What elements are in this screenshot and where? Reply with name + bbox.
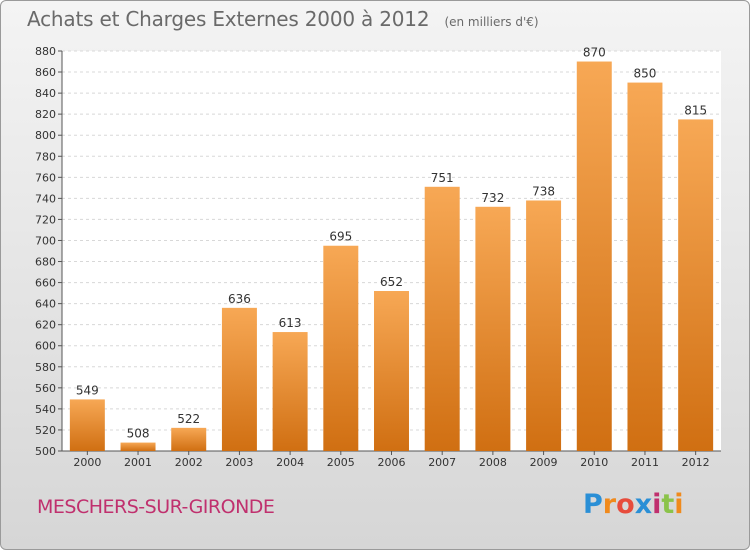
value-label: 636 xyxy=(228,292,251,306)
bar xyxy=(627,82,663,451)
y-tick-label: 660 xyxy=(35,277,56,290)
x-tick-label: 2002 xyxy=(175,456,203,469)
bar xyxy=(576,61,612,452)
y-tick-label: 800 xyxy=(35,129,56,142)
x-tick-label: 2005 xyxy=(327,456,355,469)
value-label: 549 xyxy=(76,383,99,397)
logo-letter: x xyxy=(634,489,653,520)
y-tick-label: 760 xyxy=(35,171,56,184)
bar xyxy=(424,186,460,451)
value-label: 732 xyxy=(481,191,504,205)
y-tick-label: 840 xyxy=(35,87,56,100)
value-label: 751 xyxy=(431,171,454,185)
logo-letter: i xyxy=(674,489,684,520)
x-tick-label: 2001 xyxy=(124,456,152,469)
y-tick-label: 560 xyxy=(35,382,56,395)
y-tick-label: 780 xyxy=(35,150,56,163)
x-tick-label: 2006 xyxy=(378,456,406,469)
x-tick-label: 2011 xyxy=(631,456,659,469)
y-tick-label: 540 xyxy=(35,403,56,416)
logo-letter: r xyxy=(602,489,617,520)
y-tick-label: 520 xyxy=(35,424,56,437)
x-tick-label: 2000 xyxy=(73,456,101,469)
title-row: Achats et Charges Externes 2000 à 2012 (… xyxy=(27,7,539,31)
value-label: 870 xyxy=(583,46,606,60)
y-tick-label: 640 xyxy=(35,298,56,311)
y-tick-label: 720 xyxy=(35,213,56,226)
x-tick-label: 2004 xyxy=(276,456,304,469)
y-tick-label: 700 xyxy=(35,234,56,247)
logo-letter: P xyxy=(583,489,603,520)
y-tick-label: 620 xyxy=(35,319,56,332)
value-label: 815 xyxy=(684,103,707,117)
bar xyxy=(221,307,257,451)
value-label: 508 xyxy=(127,427,150,441)
value-label: 695 xyxy=(329,230,352,244)
bar xyxy=(272,332,308,451)
y-tick-label: 880 xyxy=(35,45,56,58)
bar xyxy=(323,245,359,451)
x-tick-label: 2010 xyxy=(580,456,608,469)
chart-subtitle: (en milliers d'€) xyxy=(444,15,539,29)
commune-name: MESCHERS-SUR-GIRONDE xyxy=(37,496,275,518)
bar xyxy=(69,399,105,451)
y-tick-label: 820 xyxy=(35,108,56,121)
bar xyxy=(374,291,409,451)
x-tick-label: 2012 xyxy=(682,456,710,469)
logo-letter: o xyxy=(616,489,635,520)
x-tick-label: 2009 xyxy=(530,456,558,469)
y-tick-label: 580 xyxy=(35,361,56,374)
bar xyxy=(171,427,207,451)
y-tick-label: 740 xyxy=(35,192,56,205)
y-tick-label: 600 xyxy=(35,340,56,353)
bar xyxy=(678,119,714,451)
x-tick-label: 2008 xyxy=(479,456,507,469)
value-label: 850 xyxy=(634,67,657,81)
value-label: 652 xyxy=(380,275,403,289)
chart-title: Achats et Charges Externes 2000 à 2012 xyxy=(27,7,430,31)
value-label: 738 xyxy=(532,184,555,198)
value-label: 522 xyxy=(177,412,200,426)
logo-letter: i xyxy=(652,489,662,520)
y-tick-label: 500 xyxy=(35,445,56,458)
proxiti-logo: Proxiti xyxy=(583,489,684,520)
y-tick-label: 680 xyxy=(35,256,56,269)
bar xyxy=(120,442,156,451)
bar xyxy=(475,206,511,451)
x-tick-label: 2007 xyxy=(428,456,456,469)
bar xyxy=(526,200,562,451)
y-tick-label: 860 xyxy=(35,66,56,79)
x-tick-label: 2003 xyxy=(225,456,253,469)
value-label: 613 xyxy=(279,316,302,330)
logo-letter: t xyxy=(661,489,675,520)
